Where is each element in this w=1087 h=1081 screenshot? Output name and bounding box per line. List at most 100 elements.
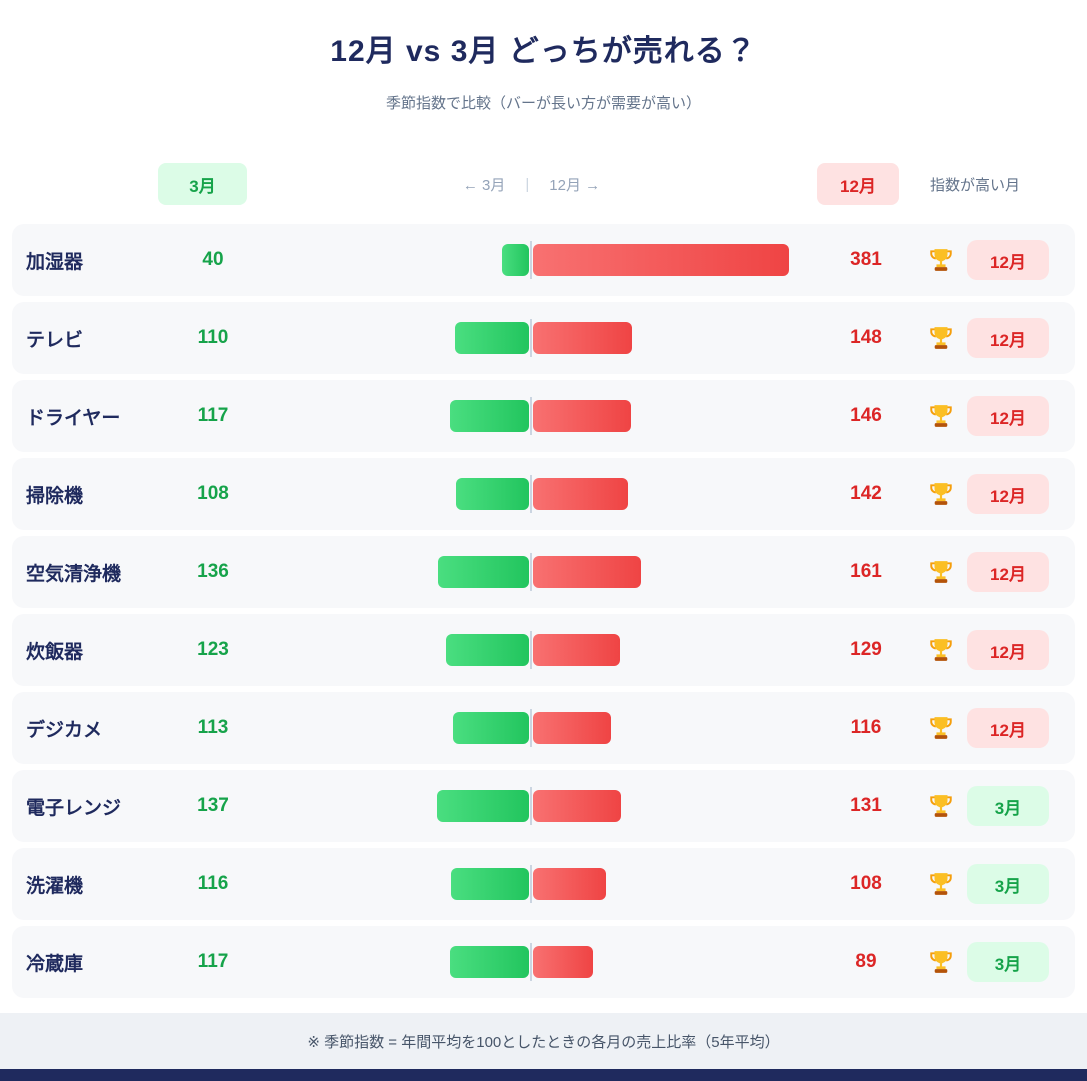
axis-center-line: [530, 241, 532, 279]
march-value: 116: [197, 873, 229, 894]
december-value: 116: [850, 717, 882, 738]
winner-badge: 12月: [967, 318, 1049, 358]
legend-december-badge: 12月: [817, 163, 899, 205]
page-subtitle: 季節指数で比較（バーが長い方が需要が高い）: [385, 95, 701, 112]
winner-badge: 12月: [967, 708, 1049, 748]
product-row: 電子レンジ 137 131 3月: [12, 770, 1075, 842]
december-bar: [533, 712, 611, 744]
winner-badge: 3月: [967, 942, 1049, 982]
march-bar: [455, 322, 529, 354]
march-bar: [446, 634, 529, 666]
winner-badge: 12月: [967, 552, 1049, 592]
december-value: 89: [855, 951, 877, 972]
march-value: 117: [197, 405, 229, 426]
march-value: 113: [197, 717, 229, 738]
march-value: 40: [202, 249, 224, 270]
march-value: 110: [197, 327, 229, 348]
winner-badge: 12月: [967, 630, 1049, 670]
product-name: 冷蔵庫: [26, 953, 84, 975]
winner-badge: 12月: [967, 240, 1049, 280]
trophy-icon: [927, 949, 955, 975]
product-name: 電子レンジ: [26, 797, 122, 819]
december-bar: [533, 556, 641, 588]
axis-center-line: [530, 475, 532, 513]
diverging-bar: [261, 550, 801, 594]
product-row: デジカメ 113 116 12月: [12, 692, 1075, 764]
product-name: 空気清浄機: [26, 563, 122, 585]
march-bar: [456, 478, 529, 510]
diverging-bar: [261, 628, 801, 672]
december-bar: [533, 478, 628, 510]
diverging-bar: [261, 862, 801, 906]
axis-direction-labels: ← 3月 | 12月 →: [0, 163, 1075, 205]
axis-center-line: [530, 709, 532, 747]
december-bar: [533, 400, 631, 432]
axis-left-label: ← 3月: [462, 176, 506, 194]
trophy-icon: [927, 871, 955, 897]
winner-badge: 3月: [967, 864, 1049, 904]
diverging-bar: [261, 940, 801, 984]
december-value: 146: [850, 405, 882, 426]
trophy-icon: [927, 715, 955, 741]
diverging-bar: [261, 784, 801, 828]
march-bar: [453, 712, 529, 744]
trophy-icon: [927, 637, 955, 663]
footer-note-bar: ※ 季節指数 = 年間平均を100としたときの各月の売上比率（5年平均）: [0, 1013, 1087, 1069]
product-row: 掃除機 108 142 12月: [12, 458, 1075, 530]
page-title: 12月 vs 3月 どっちが売れる？: [330, 35, 757, 68]
march-bar: [450, 946, 529, 978]
trophy-icon: [927, 247, 955, 273]
december-value: 131: [850, 795, 882, 816]
bottom-accent-bar: [0, 1069, 1087, 1081]
trophy-icon: [927, 403, 955, 429]
winner-badge: 12月: [967, 474, 1049, 514]
diverging-bar: [261, 394, 801, 438]
product-row: テレビ 110 148 12月: [12, 302, 1075, 374]
product-name: 加湿器: [26, 251, 84, 273]
axis-center-line: [530, 943, 532, 981]
december-bar: [533, 634, 620, 666]
axis-center-line: [530, 397, 532, 435]
legend-march-badge: 3月: [158, 163, 247, 205]
december-bar: [533, 946, 593, 978]
footer-note: ※ 季節指数 = 年間平均を100としたときの各月の売上比率（5年平均）: [307, 1033, 780, 1051]
december-bar: [533, 790, 621, 822]
product-name: ドライヤー: [26, 407, 121, 429]
product-name: デジカメ: [26, 719, 103, 741]
product-name: 掃除機: [26, 485, 84, 507]
axis-divider: |: [525, 175, 530, 193]
december-value: 129: [850, 639, 882, 660]
diverging-bar: [261, 472, 801, 516]
march-value: 137: [197, 795, 229, 816]
axis-center-line: [530, 319, 532, 357]
product-row: 洗濯機 116 108 3月: [12, 848, 1075, 920]
march-value: 108: [197, 483, 229, 504]
december-value: 148: [850, 327, 882, 348]
axis-center-line: [530, 553, 532, 591]
diverging-bar: [261, 706, 801, 750]
march-bar: [450, 400, 529, 432]
product-row: ドライヤー 117 146 12月: [12, 380, 1075, 452]
axis-center-line: [530, 865, 532, 903]
march-value: 117: [197, 951, 229, 972]
march-bar: [438, 556, 529, 588]
march-value: 123: [197, 639, 229, 660]
trophy-icon: [927, 559, 955, 585]
march-value: 136: [197, 561, 229, 582]
diverging-bar: [261, 238, 801, 282]
product-row: 空気清浄機 136 161 12月: [12, 536, 1075, 608]
legend: ← 3月 | 12月 → 3月 12月 指数が高い月: [0, 163, 1087, 205]
december-value: 142: [850, 483, 882, 504]
trophy-icon: [927, 481, 955, 507]
december-bar: [533, 868, 606, 900]
december-value: 381: [850, 249, 882, 270]
product-row: 冷蔵庫 117 89 3月: [12, 926, 1075, 998]
march-bar: [451, 868, 529, 900]
december-value: 161: [850, 561, 882, 582]
axis-center-line: [530, 787, 532, 825]
product-row: 加湿器 40 381 12月: [12, 224, 1075, 296]
december-bar: [533, 322, 632, 354]
product-name: 洗濯機: [26, 875, 84, 897]
trophy-icon: [927, 325, 955, 351]
product-row: 炊飯器 123 129 12月: [12, 614, 1075, 686]
